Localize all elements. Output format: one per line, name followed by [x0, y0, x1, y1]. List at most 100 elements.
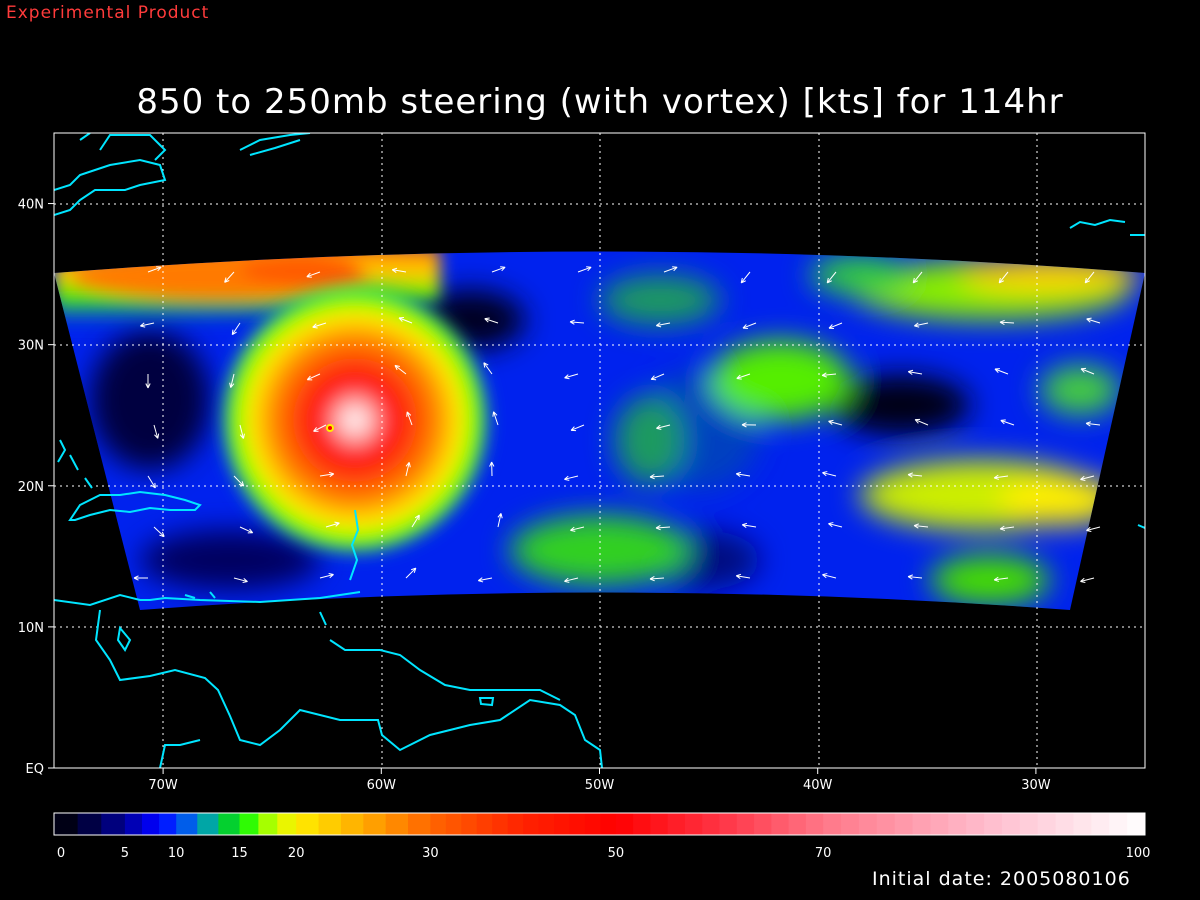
- colorbar-swatch: [805, 813, 824, 835]
- colorbar-swatch: [340, 813, 364, 835]
- colorbar-swatch: [124, 813, 143, 835]
- colorbar-swatch: [1109, 813, 1128, 835]
- colorbar-swatch: [667, 813, 686, 835]
- map-title: 850 to 250mb steering (with vortex) [kts…: [136, 82, 1064, 122]
- colorbar-swatch: [615, 813, 634, 835]
- wind-arrow: [229, 373, 235, 388]
- wind-arrow: [319, 573, 334, 579]
- colorbar-swatch: [650, 813, 669, 835]
- wind-arrow: [907, 472, 923, 478]
- colorbar-swatch: [363, 813, 387, 835]
- colorbar-swatch: [1037, 813, 1057, 835]
- wind-arrow: [822, 573, 837, 579]
- wind-arrow: [913, 523, 929, 529]
- colorbar-swatch: [507, 813, 524, 835]
- coastlines: [54, 133, 1145, 768]
- colorbar-swatch: [719, 813, 738, 835]
- wind-arrow: [912, 271, 923, 284]
- colorbar-swatch: [445, 813, 462, 835]
- colorbar-swatch: [569, 813, 586, 835]
- wind-arrow: [570, 526, 585, 532]
- lon-tick-label: 30W: [1021, 778, 1051, 793]
- wind-arrow: [649, 576, 665, 582]
- lon-tick-label: 50W: [585, 778, 615, 793]
- color-scale-bar: 0 5 10 15 20 30 50 70 100: [53, 812, 1150, 861]
- wind-arrow: [306, 271, 321, 278]
- lat-tick-label: 40N: [18, 198, 44, 213]
- colorbar-swatch: [1091, 813, 1110, 835]
- wind-arrow: [999, 525, 1015, 531]
- wind-arrow: [147, 266, 162, 273]
- experimental-product-label: Experimental Product: [6, 3, 210, 23]
- colorbar-swatch: [1019, 813, 1039, 835]
- lon-tick-label: 70W: [148, 778, 178, 793]
- colorbar-swatch: [538, 813, 555, 835]
- colorbar-swatch: [385, 813, 409, 835]
- wind-arrow: [663, 266, 678, 273]
- colorbar-label: 50: [608, 846, 625, 861]
- colorbar-swatch: [894, 813, 914, 835]
- colorbar-swatch: [771, 813, 790, 835]
- wind-arrow: [741, 522, 757, 529]
- colorbar-swatch: [841, 813, 860, 835]
- colorbar-swatch: [554, 813, 570, 835]
- colorbar-swatch: [77, 813, 102, 835]
- colorbar-swatch: [239, 813, 259, 835]
- colorbar-swatch: [142, 813, 160, 835]
- colorbar-swatch: [1001, 813, 1021, 835]
- wind-arrow: [319, 471, 335, 478]
- colorbar-swatch: [1055, 813, 1074, 835]
- wind-arrow: [325, 521, 340, 528]
- wind-arrow: [564, 475, 579, 481]
- colorbar-swatch: [984, 813, 1003, 835]
- colorbar-swatch: [1127, 813, 1146, 835]
- colorbar-swatch: [476, 813, 493, 835]
- colorbar-swatch: [523, 813, 540, 835]
- wind-arrow: [735, 573, 751, 580]
- colorbar-label: 20: [288, 846, 305, 861]
- wind-arrow: [914, 418, 929, 426]
- wind-arrow: [735, 471, 751, 478]
- wind-arrow: [740, 271, 751, 284]
- wind-arrow: [394, 364, 407, 375]
- colorbar-swatch: [218, 813, 240, 835]
- colorbar-swatch: [408, 813, 431, 835]
- colorbar-swatch: [948, 813, 967, 835]
- wind-arrow: [398, 316, 413, 324]
- wind-arrow: [569, 319, 585, 325]
- colorbar-swatch: [430, 813, 447, 835]
- colorbar-swatch: [258, 813, 278, 835]
- colorbar-swatch: [858, 813, 878, 835]
- wind-vectors: [133, 266, 1101, 584]
- lat-tick-label: 30N: [18, 339, 44, 354]
- wind-arrow: [741, 422, 757, 428]
- wind-arrow: [907, 574, 923, 580]
- wind-arrow: [233, 577, 248, 584]
- wind-arrow: [391, 267, 407, 273]
- wind-arrow: [133, 575, 148, 581]
- wind-arrow: [570, 424, 585, 432]
- wind-arrow: [828, 419, 843, 426]
- colorbar-swatch: [54, 813, 79, 835]
- wind-arrow: [411, 514, 420, 528]
- wind-arrow: [1086, 317, 1101, 324]
- wind-speed-field: [54, 251, 1145, 610]
- wind-arrow: [484, 317, 499, 324]
- colorbar-swatch: [788, 813, 807, 835]
- colorbar-label: 0: [57, 846, 65, 861]
- colorbar-swatch: [600, 813, 617, 835]
- colorbar-swatch: [296, 813, 320, 835]
- wind-arrow: [656, 424, 671, 430]
- colorbar-swatch: [492, 813, 509, 835]
- colorbar-swatch: [159, 813, 177, 835]
- colorbar-swatch: [754, 813, 772, 835]
- wind-arrow: [993, 474, 1009, 480]
- wind-arrow: [822, 471, 837, 477]
- wind-arrow: [1080, 475, 1095, 481]
- colorbar-swatch: [176, 813, 198, 835]
- wind-arrow: [145, 373, 151, 389]
- colorbar-swatch: [876, 813, 896, 835]
- colorbar-label: 5: [121, 846, 129, 861]
- map-axes: 70W 60W 50W 40W 30W EQ 10N 20N 30N 40N: [18, 198, 1051, 793]
